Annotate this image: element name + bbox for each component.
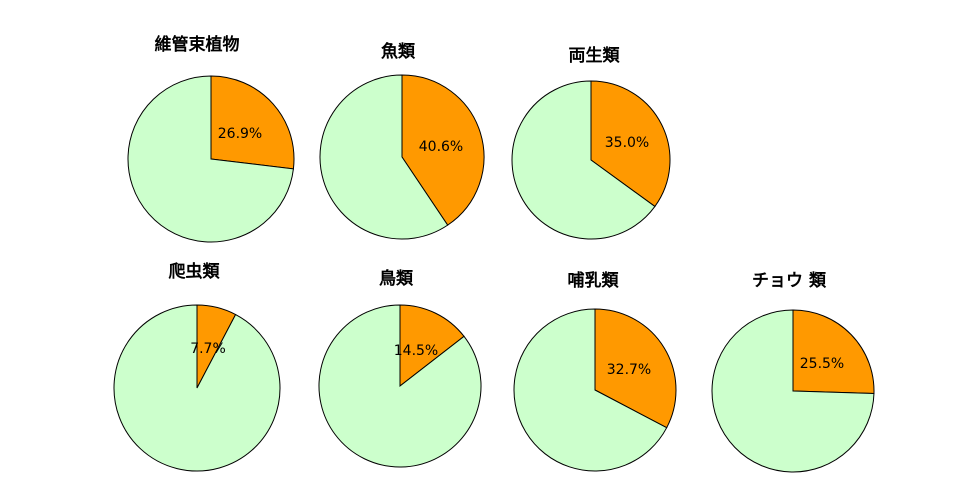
pie-slice-remainder: [511, 80, 656, 240]
pie-charts-group: 維管束植物 26.9% 魚類 40.6% 両生類 35.0% 爬虫類 7.7% 鳥類 14.5% 哺…: [113, 34, 875, 473]
pie-data-label: 35.0%: [605, 135, 649, 151]
pie-title: 両生類: [569, 45, 621, 66]
pie-data-label: 7.7%: [190, 341, 226, 357]
pie-chart: チョウ 類 25.5%: [711, 271, 875, 473]
pie-slice-highlight: [594, 308, 677, 429]
pie-chart: 維管束植物 26.9%: [127, 34, 295, 243]
pie-slice-highlight: [792, 309, 875, 395]
pie-chart: 哺乳類 32.7%: [513, 270, 677, 472]
pie-chart: 魚類 40.6%: [319, 41, 485, 240]
pie-title: 魚類: [381, 41, 416, 62]
pie-data-label: 40.6%: [419, 139, 463, 155]
pie-slice-highlight: [210, 75, 295, 170]
pie-slice-remainder: [127, 75, 294, 243]
pie-chart: 両生類 35.0%: [511, 45, 671, 240]
pie-slice-highlight: [399, 304, 465, 388]
pie-title: 維管束植物: [155, 34, 240, 55]
pie-data-label: 25.5%: [800, 356, 844, 372]
pie-chart: 鳥類 14.5%: [318, 268, 482, 468]
pie-slice-remainder: [319, 74, 449, 240]
pie-data-label: 26.9%: [218, 126, 262, 142]
pie-slice-remainder: [318, 304, 482, 468]
pie-slice-highlight: [401, 74, 485, 226]
pie-title: 鳥類: [379, 268, 414, 289]
pie-chart: 爬虫類 7.7%: [113, 261, 281, 472]
pie-slice-remainder: [711, 309, 875, 473]
pie-title: 爬虫類: [169, 261, 221, 282]
pie-title: チョウ 類: [752, 271, 827, 291]
pie-slice-remainder: [113, 304, 281, 472]
pie-data-label: 32.7%: [607, 362, 651, 378]
pie-slice-remainder: [513, 308, 668, 472]
pie-title: 哺乳類: [568, 270, 620, 291]
pie-data-label: 14.5%: [394, 343, 438, 359]
pie-slice-highlight: [590, 80, 671, 208]
